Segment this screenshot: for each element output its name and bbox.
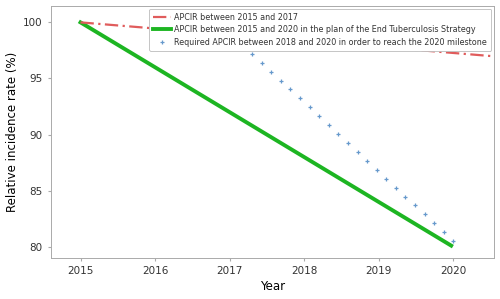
Y-axis label: Relative incidence rate (%): Relative incidence rate (%) [6,52,18,212]
Required APCIR between 2018 and 2020 in order to reach the 2020 milestone [441,231,447,234]
Required APCIR between 2018 and 2020 in order to reach the 2020 milestone [431,222,437,225]
Required APCIR between 2018 and 2020 in order to reach the 2020 milestone [374,168,380,172]
Required APCIR between 2018 and 2020 in order to reach the 2020 milestone [278,79,284,82]
Required APCIR between 2018 and 2020 in order to reach the 2020 milestone [412,204,418,207]
Required APCIR between 2018 and 2020 in order to reach the 2020 milestone [422,213,428,216]
Required APCIR between 2018 and 2020 in order to reach the 2020 milestone [268,70,274,74]
Required APCIR between 2018 and 2020 in order to reach the 2020 milestone [402,195,408,198]
Required APCIR between 2018 and 2020 in order to reach the 2020 milestone [364,159,370,163]
Required APCIR between 2018 and 2020 in order to reach the 2020 milestone [316,115,322,118]
Required APCIR between 2018 and 2020 in order to reach the 2020 milestone [249,52,255,56]
Line: Required APCIR between 2018 and 2020 in order to reach the 2020 milestone: Required APCIR between 2018 and 2020 in … [250,51,456,244]
Required APCIR between 2018 and 2020 in order to reach the 2020 milestone [297,97,303,100]
Required APCIR between 2018 and 2020 in order to reach the 2020 milestone [450,239,456,243]
Required APCIR between 2018 and 2020 in order to reach the 2020 milestone [326,123,332,127]
Required APCIR between 2018 and 2020 in order to reach the 2020 milestone [354,150,360,154]
Required APCIR between 2018 and 2020 in order to reach the 2020 milestone [384,177,390,181]
Required APCIR between 2018 and 2020 in order to reach the 2020 milestone [258,61,264,65]
Required APCIR between 2018 and 2020 in order to reach the 2020 milestone [306,106,312,109]
Required APCIR between 2018 and 2020 in order to reach the 2020 milestone [288,88,294,91]
Legend: APCIR between 2015 and 2017, APCIR between 2015 and 2020 in the plan of the End : APCIR between 2015 and 2017, APCIR betwe… [150,9,491,51]
Required APCIR between 2018 and 2020 in order to reach the 2020 milestone [345,141,351,145]
Required APCIR between 2018 and 2020 in order to reach the 2020 milestone [393,186,399,189]
Required APCIR between 2018 and 2020 in order to reach the 2020 milestone [336,132,342,136]
X-axis label: Year: Year [260,280,285,293]
